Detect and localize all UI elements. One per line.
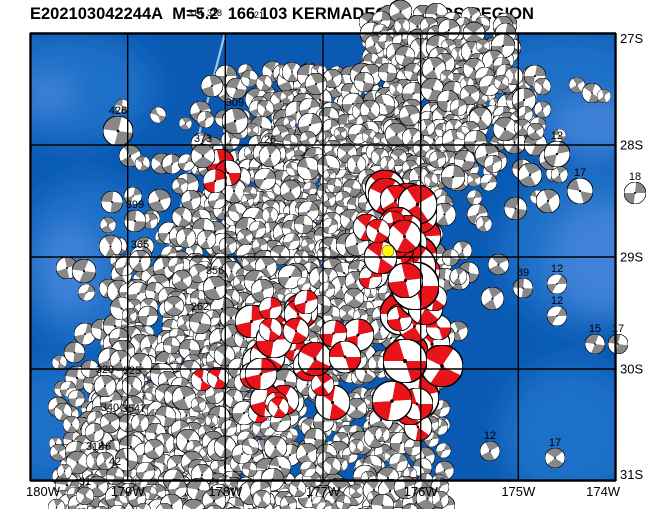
svg-text:47: 47	[134, 403, 146, 415]
svg-text:426: 426	[109, 105, 127, 117]
svg-text:340: 340	[101, 402, 119, 414]
svg-text:309: 309	[226, 97, 244, 109]
svg-text:42: 42	[109, 456, 121, 468]
svg-text:373: 373	[194, 133, 212, 145]
svg-text:12: 12	[484, 430, 496, 442]
svg-text:12: 12	[551, 295, 563, 307]
svg-text:15: 15	[589, 323, 601, 335]
svg-text:31: 31	[79, 476, 91, 488]
svg-text:18: 18	[629, 171, 641, 183]
svg-text:26: 26	[264, 134, 276, 146]
svg-text:262: 262	[191, 301, 209, 313]
svg-text:399: 399	[126, 199, 144, 211]
svg-text:17: 17	[549, 437, 561, 449]
svg-text:12: 12	[551, 263, 563, 275]
svg-text:328: 328	[96, 364, 114, 376]
svg-text:17: 17	[612, 323, 624, 335]
svg-text:17: 17	[574, 167, 586, 179]
svg-text:12: 12	[551, 130, 563, 142]
svg-text:325: 325	[123, 365, 141, 377]
svg-text:356: 356	[206, 265, 224, 277]
svg-text:365: 365	[131, 239, 149, 251]
svg-text:46: 46	[99, 441, 111, 453]
